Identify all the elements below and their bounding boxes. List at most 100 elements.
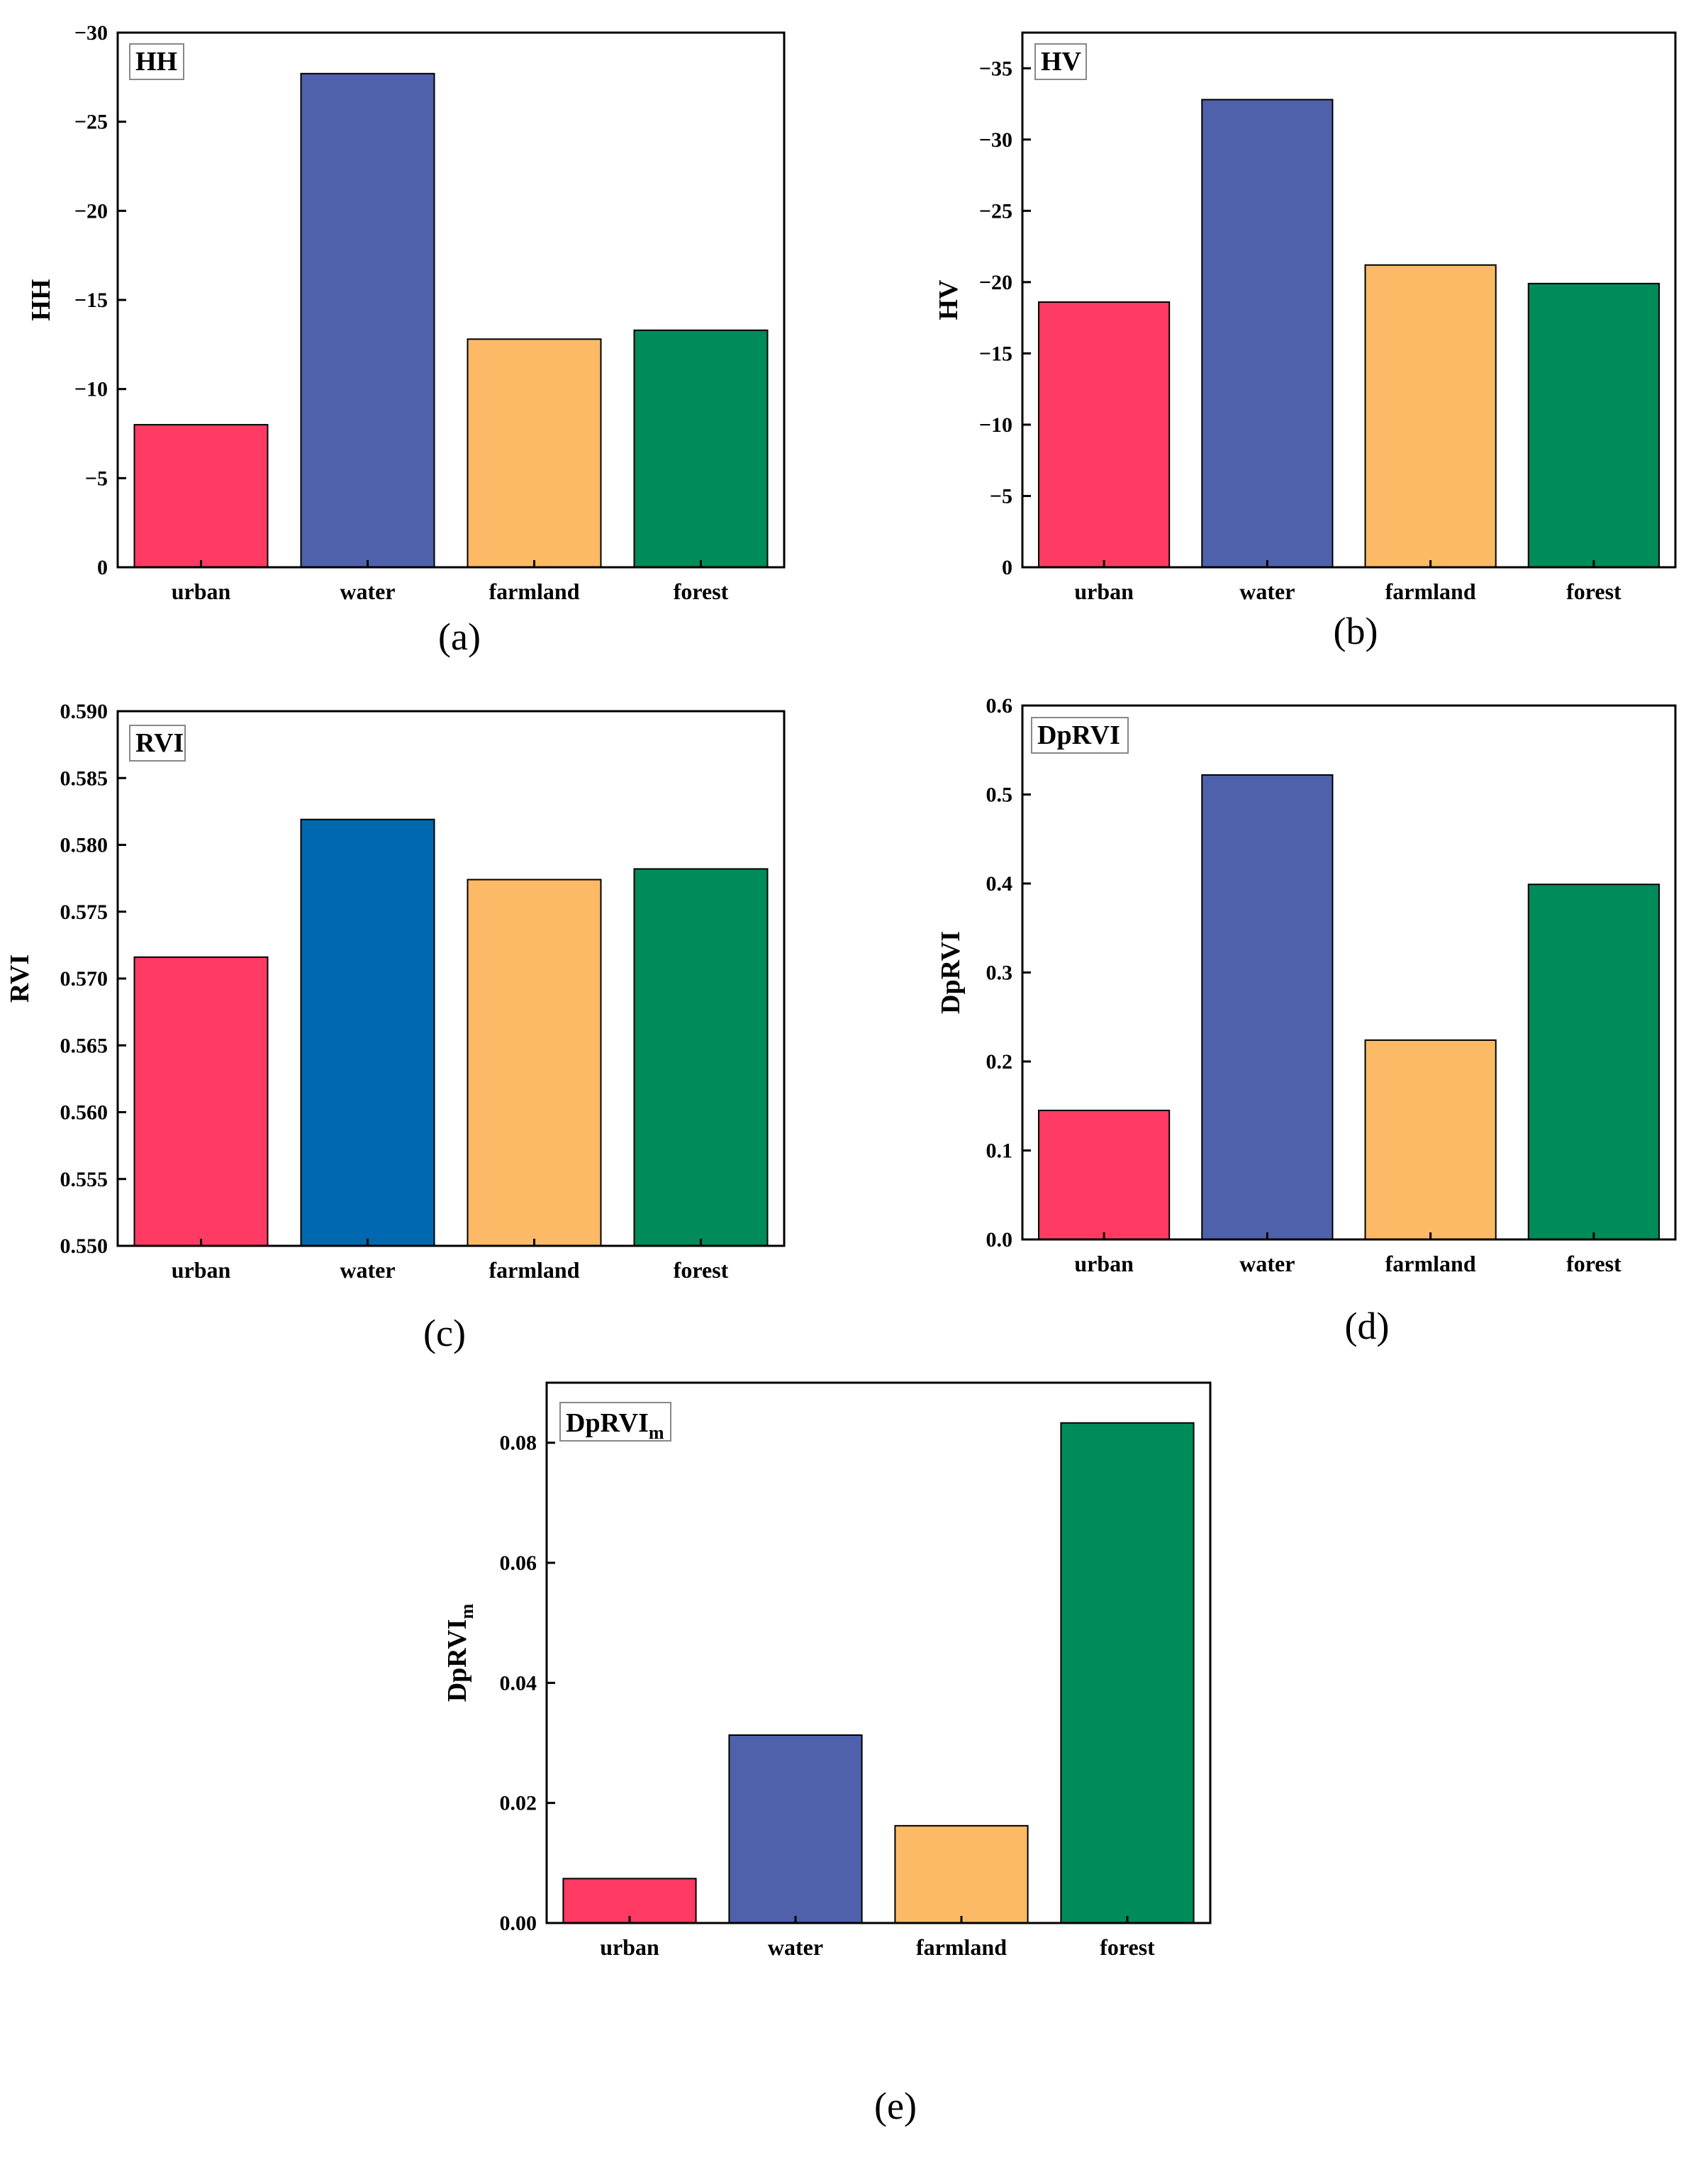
y-tick-label: 0.555 bbox=[60, 1168, 108, 1191]
y-axis-label: HH bbox=[26, 279, 56, 321]
subfigure-label: (b) bbox=[1334, 610, 1378, 652]
y-tick-label: −25 bbox=[979, 199, 1012, 223]
y-tick-label: 0.1 bbox=[986, 1139, 1013, 1163]
bar-forest bbox=[1060, 1422, 1195, 1924]
y-axis-label: DpRVI bbox=[936, 931, 966, 1014]
y-tick-label: 0.00 bbox=[500, 1912, 537, 1935]
y-tick-label: −30 bbox=[979, 128, 1012, 152]
legend-box bbox=[129, 725, 186, 762]
bar-water bbox=[300, 72, 435, 569]
x-tick-label: farmland bbox=[1385, 579, 1476, 604]
chart-a: urban water farmland forest 0 −5 −10 −15 −20 −25 −… bbox=[26, 21, 786, 658]
x-tick-label: water bbox=[1239, 1251, 1295, 1276]
legend-box bbox=[1034, 43, 1087, 80]
x-tick-label: urban bbox=[1074, 1251, 1134, 1276]
chart-c: urban water farmland forest 0.550 0.555 0.560 0… bbox=[5, 700, 786, 1354]
x-tick-label: urban bbox=[600, 1934, 659, 1960]
x-tick-label: water bbox=[340, 1257, 395, 1283]
y-tick-label: 0.06 bbox=[500, 1551, 537, 1575]
y-tick-label: 0.580 bbox=[60, 834, 108, 857]
y-tick-label: 0.570 bbox=[60, 967, 108, 991]
y-tick-label: 0.550 bbox=[60, 1234, 108, 1258]
x-tick-label: urban bbox=[172, 579, 231, 604]
bar-forest bbox=[1527, 884, 1660, 1240]
y-axis-label: RVI bbox=[5, 954, 35, 1003]
x-tick-label: farmland bbox=[489, 579, 580, 604]
subfigure-label: (e) bbox=[874, 2085, 917, 2127]
chart-b: urban water farmland forest 0 −5 −10 −15 −20 −25 −… bbox=[934, 31, 1677, 652]
y-tick-label: −15 bbox=[979, 342, 1012, 365]
subfigure-label: (a) bbox=[438, 615, 481, 658]
bar-water bbox=[728, 1734, 863, 1924]
plot-frame bbox=[1021, 31, 1677, 569]
chart-d: urban water farmland forest 0.0 0.1 0.2 0.3 0.4 0… bbox=[936, 694, 1677, 1347]
y-tick-label: −30 bbox=[74, 21, 108, 45]
x-tick-label: farmland bbox=[489, 1257, 580, 1283]
legend-label: HH bbox=[135, 47, 177, 77]
x-tick-label: forest bbox=[1100, 1934, 1155, 1960]
bar-urban bbox=[562, 1878, 697, 1924]
plot-frame bbox=[545, 1381, 1212, 1924]
y-tick-label: −25 bbox=[74, 111, 108, 134]
bar-farmland bbox=[1364, 264, 1497, 568]
y-tick-label: 0.4 bbox=[986, 872, 1013, 896]
y-tick-label: −35 bbox=[979, 57, 1012, 80]
y-tick-label: −20 bbox=[979, 271, 1012, 294]
x-tick-label: farmland bbox=[916, 1934, 1007, 1960]
x-tick-label: forest bbox=[674, 1257, 729, 1283]
x-tick-label: forest bbox=[1566, 1251, 1622, 1276]
y-tick-label: 0.565 bbox=[60, 1034, 108, 1057]
y-axis-label: DpRVIm bbox=[442, 1603, 477, 1702]
bar-forest bbox=[633, 868, 769, 1247]
bar-water bbox=[1201, 99, 1334, 568]
bar-water bbox=[300, 818, 435, 1247]
bar-water bbox=[1201, 774, 1334, 1240]
y-axis-label: HV bbox=[934, 279, 964, 321]
chart-e: urban water farmland forest 0.00 0.02 0.04 0.06… bbox=[442, 1381, 1212, 2127]
y-tick-label: −5 bbox=[990, 484, 1012, 508]
y-tick-label: 0.02 bbox=[500, 1792, 537, 1815]
y-tick-label: 0.590 bbox=[60, 700, 108, 723]
bar-urban bbox=[133, 423, 269, 569]
y-tick-label: 0.560 bbox=[60, 1101, 108, 1125]
x-tick-label: water bbox=[1239, 579, 1295, 604]
y-tick-label: 0 bbox=[1002, 556, 1012, 579]
y-tick-label: −20 bbox=[74, 199, 108, 223]
bar-urban bbox=[1038, 301, 1171, 568]
bar-farmland bbox=[1364, 1039, 1497, 1240]
y-tick-label: 0 bbox=[97, 556, 108, 579]
legend-box bbox=[559, 1402, 671, 1442]
bar-forest bbox=[1527, 282, 1660, 568]
subfigure-label: (d) bbox=[1345, 1305, 1390, 1347]
bar-forest bbox=[633, 329, 769, 568]
y-tick-label: 0.0 bbox=[986, 1228, 1013, 1252]
bar-farmland bbox=[467, 879, 602, 1247]
x-tick-label: water bbox=[768, 1934, 823, 1960]
bar-urban bbox=[133, 956, 269, 1247]
x-tick-label: forest bbox=[1566, 579, 1622, 604]
y-tick-label: −10 bbox=[74, 378, 108, 401]
legend-label: DpRVI bbox=[1037, 720, 1120, 750]
x-tick-label: urban bbox=[172, 1257, 231, 1283]
y-tick-label: 0.2 bbox=[986, 1050, 1013, 1074]
bar-farmland bbox=[467, 338, 602, 568]
y-tick-label: 0.08 bbox=[500, 1432, 537, 1455]
bar-farmland bbox=[894, 1824, 1029, 1924]
y-tick-label: −10 bbox=[979, 413, 1012, 437]
y-tick-label: 0.3 bbox=[986, 962, 1013, 985]
y-tick-label: 0.04 bbox=[500, 1671, 537, 1695]
x-tick-label: farmland bbox=[1385, 1251, 1476, 1276]
x-tick-label: forest bbox=[674, 579, 729, 604]
y-tick-label: 0.5 bbox=[986, 784, 1013, 807]
y-tick-label: 0.6 bbox=[986, 694, 1013, 718]
legend-label: DpRVIm bbox=[566, 1408, 664, 1443]
legend-label: RVI bbox=[135, 728, 184, 758]
subfigure-label: (c) bbox=[423, 1312, 466, 1354]
y-tick-label: 0.585 bbox=[60, 767, 108, 790]
bar-urban bbox=[1038, 1110, 1171, 1241]
y-tick-label: 0.575 bbox=[60, 901, 108, 924]
y-tick-label: −15 bbox=[74, 289, 108, 312]
y-tick-label: −5 bbox=[85, 467, 108, 490]
legend-box bbox=[1031, 717, 1129, 754]
x-tick-label: water bbox=[340, 579, 395, 604]
